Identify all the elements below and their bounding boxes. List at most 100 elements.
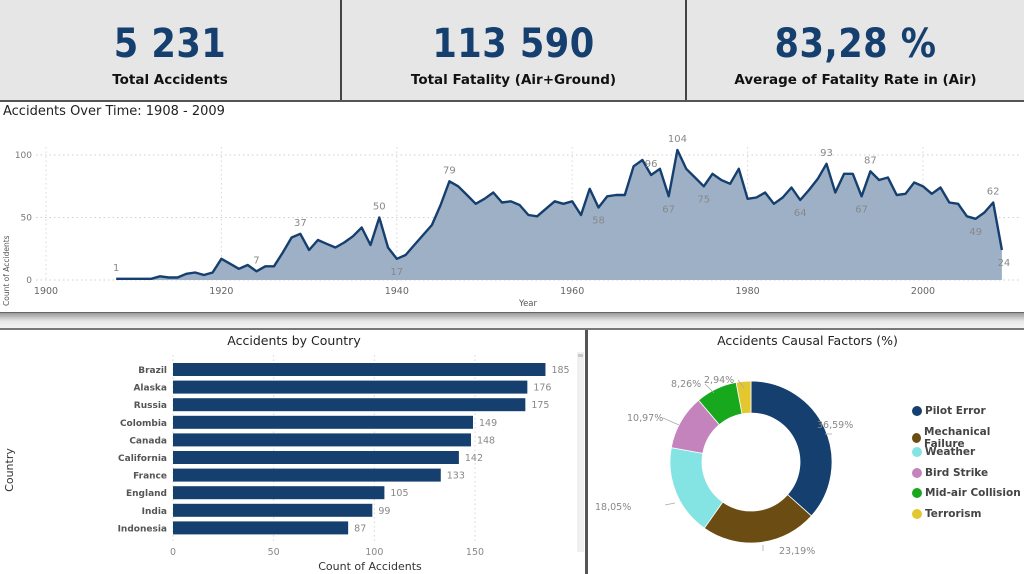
- x-tick-label: 0: [170, 547, 176, 558]
- bar-england[interactable]: [173, 486, 385, 500]
- slice-pilot-error[interactable]: [750, 380, 833, 517]
- category-label: Indonesia: [118, 524, 167, 534]
- bar-chart[interactable]: Brazil Alaska Russia Colombia Canada Californ…: [0, 330, 588, 574]
- data-label: 87: [354, 523, 366, 534]
- series-line[interactable]: [116, 148, 1004, 280]
- bar-france[interactable]: [173, 468, 441, 482]
- kpi-card-fatality-rate[interactable]: 83,28 % Average of Fatality Rate in (Air…: [687, 0, 1024, 100]
- data-label: 87: [864, 155, 877, 166]
- y-axis-label: Country: [3, 448, 16, 492]
- kpi-value: 83,28 %: [774, 21, 937, 67]
- x-tick-label: 50: [268, 547, 280, 558]
- x-tick-label: 2000: [911, 286, 935, 297]
- bar-india[interactable]: [173, 503, 373, 517]
- x-tick-label: 1900: [34, 286, 58, 297]
- area-fill: [116, 150, 1002, 280]
- kpi-card-total-fatality[interactable]: 113 590 Total Fatality (Air+Ground): [342, 0, 687, 100]
- data-label: 49: [969, 227, 982, 238]
- legend-item-weather[interactable]: Weather: [912, 446, 975, 458]
- bar-colombia[interactable]: [173, 415, 473, 429]
- category-label: Colombia: [120, 419, 167, 429]
- data-label: 175: [531, 400, 549, 411]
- data-label: 67: [662, 204, 675, 215]
- data-label: 10,97%: [627, 413, 663, 424]
- leader-line: [737, 379, 745, 389]
- data-label: 17: [390, 267, 403, 278]
- data-label: 99: [378, 506, 390, 517]
- y-axis-label: Count of Accidents: [2, 235, 11, 306]
- data-label: 75: [697, 194, 710, 205]
- category-label: England: [126, 489, 167, 499]
- legend-marker-icon: [912, 488, 922, 498]
- data-label: 50: [373, 202, 386, 213]
- y-tick-label: 50: [21, 214, 33, 224]
- data-label: 1: [113, 263, 119, 274]
- category-label: India: [142, 507, 167, 517]
- data-label: 2,94%: [704, 375, 734, 386]
- y-tick-label: 100: [15, 151, 32, 161]
- data-label: 133: [447, 471, 465, 482]
- x-axis-label: Year: [518, 299, 538, 309]
- data-label: 18,05%: [595, 502, 631, 513]
- data-label: 24: [998, 258, 1011, 269]
- data-label: 176: [533, 383, 551, 394]
- data-label: 37: [294, 218, 307, 229]
- x-tick-label: 1980: [736, 286, 760, 297]
- kpi-value: 113 590: [432, 21, 595, 67]
- category-label: Alaska: [133, 384, 167, 394]
- category-label: Russia: [134, 401, 167, 411]
- legend-label: Pilot Error: [925, 405, 986, 417]
- data-label: 23,19%: [779, 546, 815, 557]
- kpi-card-total-accidents[interactable]: 5 231 Total Accidents: [0, 0, 342, 100]
- x-tick-label: 100: [365, 547, 383, 558]
- leader-line: [662, 417, 680, 426]
- category-label: France: [133, 472, 167, 482]
- legend-label: Mid-air Collision: [925, 487, 1021, 499]
- kpi-value: 5 231: [113, 21, 227, 67]
- legend-label: Bird Strike: [925, 466, 989, 479]
- data-label: 7: [253, 255, 259, 266]
- bar-canada[interactable]: [173, 433, 471, 447]
- category-label: Brazil: [138, 366, 167, 376]
- legend-marker-icon: [912, 508, 922, 519]
- scrollbar-track[interactable]: [577, 352, 584, 552]
- x-axis-label: Count of Accidents: [318, 560, 422, 573]
- legend-marker-icon: [912, 467, 922, 478]
- bar-russia[interactable]: [173, 398, 526, 412]
- legend-marker-icon: [912, 432, 922, 443]
- leader-line: [704, 383, 715, 394]
- donut-chart-title: Accidents Causal Factors (%): [717, 333, 898, 348]
- bar-california[interactable]: [173, 451, 459, 464]
- legend-item-pilot-error[interactable]: Pilot Error: [912, 405, 986, 417]
- scrollbar-thumb[interactable]: [578, 354, 583, 357]
- accidents-over-time-panel: Accidents Over Time: 1908 - 2009 0 50 100 1…: [0, 102, 1024, 314]
- y-tick-label: 0: [26, 276, 32, 286]
- data-label: 105: [390, 488, 408, 499]
- data-label: 36,59%: [817, 420, 853, 431]
- data-label: 148: [477, 435, 495, 446]
- legend-item-mid-air-collision[interactable]: Mid-air Collision: [912, 487, 1021, 499]
- data-label: 58: [592, 216, 605, 227]
- slice-terrorism[interactable]: [735, 380, 752, 415]
- legend-marker-icon: [912, 447, 922, 457]
- legend-item-bird-strike[interactable]: Bird Strike: [912, 467, 988, 479]
- line-chart-title: Accidents Over Time: 1908 - 2009: [3, 104, 225, 119]
- legend-item-terrorism[interactable]: Terrorism: [912, 508, 981, 520]
- data-label: 79: [443, 165, 456, 176]
- bar-alaska[interactable]: [173, 380, 528, 394]
- x-tick-label: 1920: [209, 286, 233, 297]
- x-tick-label: 1960: [560, 286, 584, 297]
- bar-brazil[interactable]: [173, 363, 546, 376]
- bar-indonesia[interactable]: [173, 521, 349, 535]
- section-divider: [0, 312, 1024, 330]
- legend-label: Weather: [925, 446, 976, 458]
- legend-marker-icon: [912, 406, 922, 416]
- kpi-label: Total Accidents: [112, 72, 228, 88]
- category-label: California: [118, 454, 167, 464]
- data-label: 96: [645, 159, 658, 170]
- legend-item-mechanical-failure[interactable]: Mechanical Failure: [912, 426, 1024, 450]
- kpi-label: Total Fatality (Air+Ground): [410, 72, 617, 88]
- donut-chart[interactable]: 36,59% 23,19% 18,05% 10,97% 8,26% 2,94%: [591, 330, 1024, 574]
